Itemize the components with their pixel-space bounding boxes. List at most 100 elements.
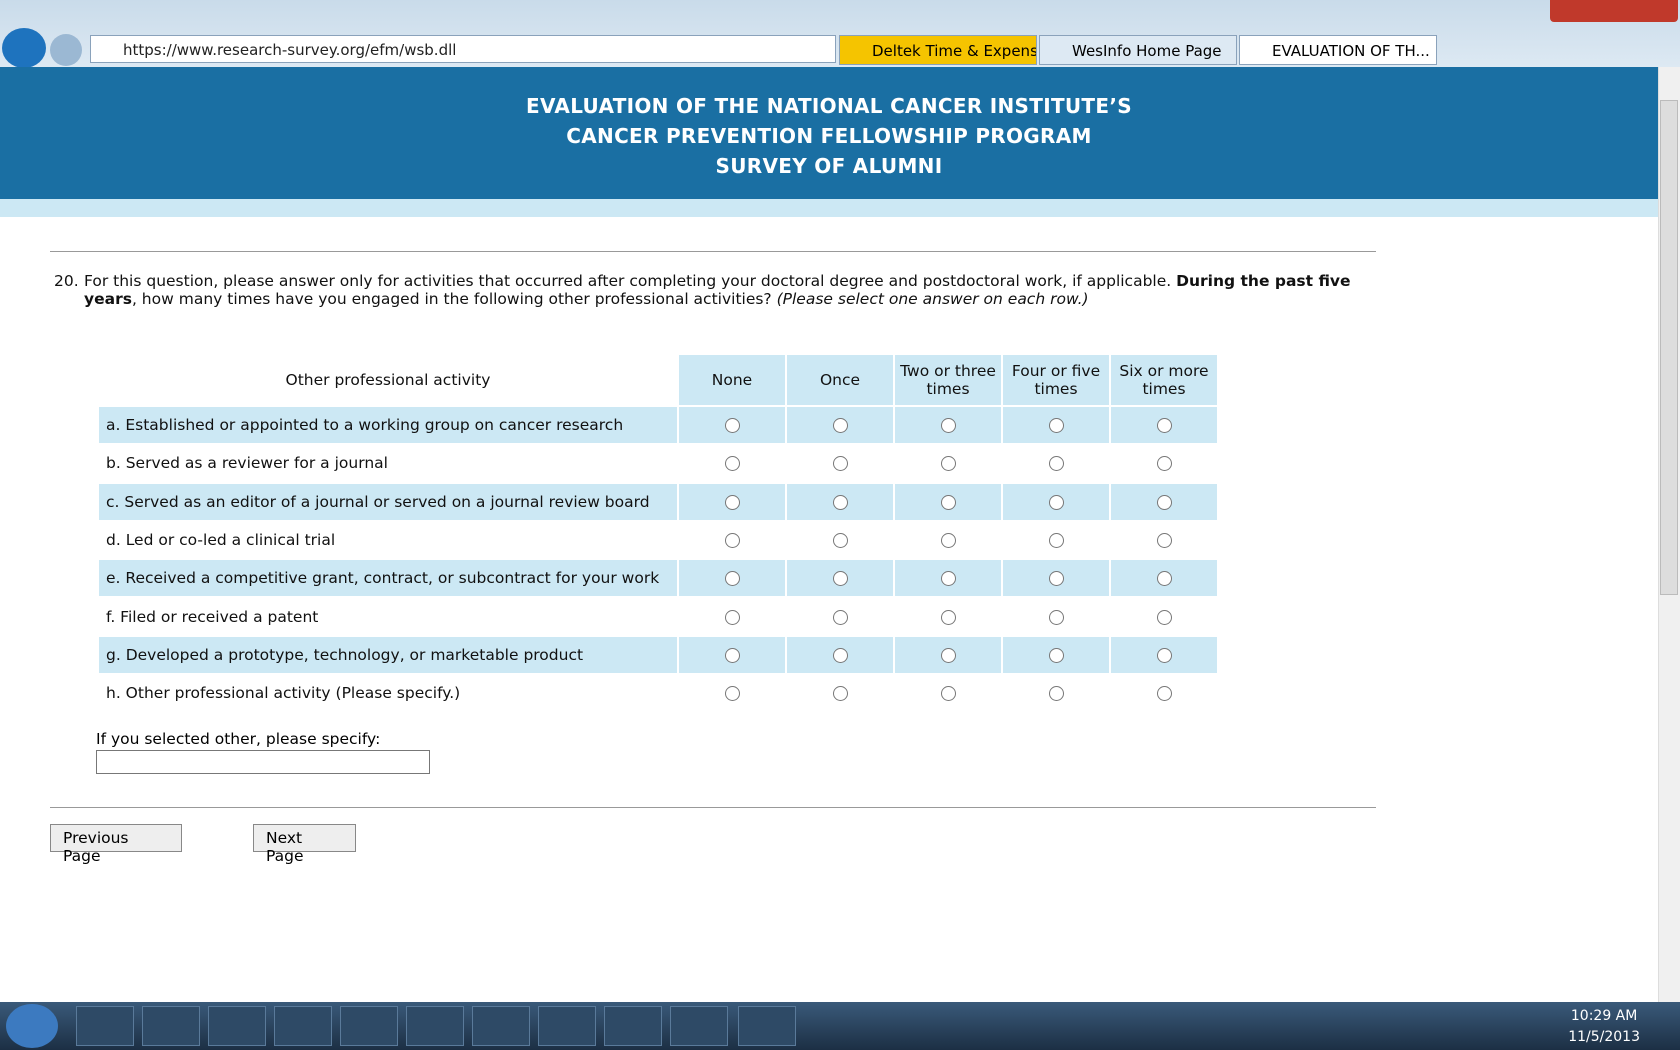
taskbar-icon[interactable] xyxy=(538,1006,596,1046)
row-label: a. Established or appointed to a working… xyxy=(99,407,677,444)
radio-button[interactable] xyxy=(832,609,848,625)
cell xyxy=(1111,407,1217,444)
header-line: EVALUATION OF THE NATIONAL CANCER INSTIT… xyxy=(526,94,1132,118)
radio-button[interactable] xyxy=(1156,533,1172,549)
cell xyxy=(1003,522,1109,558)
taskbar-icon[interactable] xyxy=(670,1006,728,1046)
window-controls[interactable] xyxy=(1550,0,1678,22)
column-header: Once xyxy=(787,355,893,405)
radio-button[interactable] xyxy=(1048,456,1064,472)
specify-label: If you selected other, please specify: xyxy=(96,730,381,748)
radio-button[interactable] xyxy=(1156,686,1172,702)
radio-button[interactable] xyxy=(1156,456,1172,472)
taskbar-icon[interactable] xyxy=(472,1006,530,1046)
date: 11/5/2013 xyxy=(1568,1029,1640,1045)
radio-button[interactable] xyxy=(1156,609,1172,625)
radio-button[interactable] xyxy=(832,571,848,587)
cell xyxy=(679,407,785,444)
grid-row: e. Received a competitive grant, contrac… xyxy=(99,560,1217,597)
radio-button[interactable] xyxy=(1156,418,1172,434)
row-label: b. Served as a reviewer for a journal xyxy=(106,454,388,473)
column-header: Two or three times xyxy=(895,355,1001,405)
radio-button[interactable] xyxy=(724,533,740,549)
text-input[interactable] xyxy=(96,750,430,774)
cell xyxy=(895,407,1001,444)
radio-button[interactable] xyxy=(940,418,956,434)
radio-button[interactable] xyxy=(1048,533,1064,549)
taskbar-icon[interactable] xyxy=(142,1006,200,1046)
radio-button[interactable] xyxy=(1156,571,1172,587)
radio-button[interactable] xyxy=(1048,418,1064,434)
radio-button[interactable] xyxy=(940,609,956,625)
radio-button[interactable] xyxy=(832,533,848,549)
taskbar-icon[interactable] xyxy=(604,1006,662,1046)
radio-button[interactable] xyxy=(832,456,848,472)
grid-row: h. Other professional activity (Please s… xyxy=(99,675,1217,711)
start-button[interactable] xyxy=(6,1004,58,1048)
taskbar-icon[interactable] xyxy=(274,1006,332,1046)
taskbar-icon[interactable] xyxy=(340,1006,398,1046)
next-button[interactable]: Next Page xyxy=(253,824,356,865)
header-strip xyxy=(0,199,1658,217)
grid-row: a. Established or appointed to a working… xyxy=(99,407,1217,444)
forward-button[interactable] xyxy=(50,34,82,66)
grid-row: f. Filed or received a patent xyxy=(99,598,1217,634)
back-button[interactable] xyxy=(2,28,46,68)
scroll-thumb[interactable] xyxy=(1660,100,1678,595)
taskbar-icon[interactable] xyxy=(738,1006,796,1046)
address-bar[interactable]: https://www.research-survey.org/efm/wsb.… xyxy=(90,35,836,63)
cell xyxy=(1111,675,1217,711)
cell xyxy=(895,560,1001,597)
cell xyxy=(1111,522,1217,558)
time: 10:29 AM xyxy=(1570,1008,1638,1024)
taskbar-icon[interactable] xyxy=(76,1006,134,1046)
radio-button[interactable] xyxy=(1048,647,1064,663)
cell xyxy=(1003,407,1109,444)
radio-button[interactable] xyxy=(1156,647,1172,663)
radio-button[interactable] xyxy=(940,456,956,472)
radio-button[interactable] xyxy=(724,494,740,510)
taskbar-icon[interactable] xyxy=(208,1006,266,1046)
browser-tab[interactable]: EVALUATION OF TH... xyxy=(1239,35,1437,65)
radio-button[interactable] xyxy=(1048,571,1064,587)
browser-tab[interactable]: WesInfo Home Page xyxy=(1039,35,1237,65)
radio-button[interactable] xyxy=(724,456,740,472)
instruction: (Please select one answer on each row.) xyxy=(776,290,1089,308)
radio-button[interactable] xyxy=(832,418,848,434)
radio-button[interactable] xyxy=(1048,609,1064,625)
radio-button[interactable] xyxy=(832,686,848,702)
radio-button[interactable] xyxy=(724,647,740,663)
radio-button[interactable] xyxy=(1156,494,1172,510)
cell xyxy=(787,598,893,634)
cell xyxy=(679,560,785,597)
question: 20. For this question, please answer onl… xyxy=(54,272,1384,308)
radio-button[interactable] xyxy=(724,418,740,434)
header-line: SURVEY OF ALUMNI xyxy=(715,154,943,178)
radio-button[interactable] xyxy=(1048,494,1064,510)
radio-button[interactable] xyxy=(940,571,956,587)
cell xyxy=(1003,560,1109,597)
cell xyxy=(787,560,893,597)
radio-button[interactable] xyxy=(724,609,740,625)
browser-tab[interactable]: Deltek Time & Expense... xyxy=(839,35,1037,65)
answer-grid: Other professional activity None Once Two o… xyxy=(97,353,1219,713)
row-label: c. Served as an editor of a journal or s… xyxy=(99,483,677,520)
cell xyxy=(895,675,1001,711)
radio-button[interactable] xyxy=(724,571,740,587)
radio-button[interactable] xyxy=(724,686,740,702)
radio-button[interactable] xyxy=(940,494,956,510)
radio-button[interactable] xyxy=(940,686,956,702)
radio-button[interactable] xyxy=(1048,686,1064,702)
radio-button[interactable] xyxy=(832,647,848,663)
taskbar-icon[interactable] xyxy=(406,1006,464,1046)
radio-button[interactable] xyxy=(832,494,848,510)
radio-button[interactable] xyxy=(940,533,956,549)
cell xyxy=(1003,675,1109,711)
previous-button[interactable]: Previous Page xyxy=(50,824,182,865)
row-label: h. Other professional activity (Please s… xyxy=(106,684,461,703)
radio-button[interactable] xyxy=(940,647,956,663)
header-row: Other professional activity None Once Two o… xyxy=(99,355,1217,405)
cell xyxy=(895,598,1001,634)
row-label: g. Developed a prototype, technology, or… xyxy=(99,636,677,674)
survey-header: EVALUATION OF THE NATIONAL CANCER INSTIT… xyxy=(0,67,1658,199)
